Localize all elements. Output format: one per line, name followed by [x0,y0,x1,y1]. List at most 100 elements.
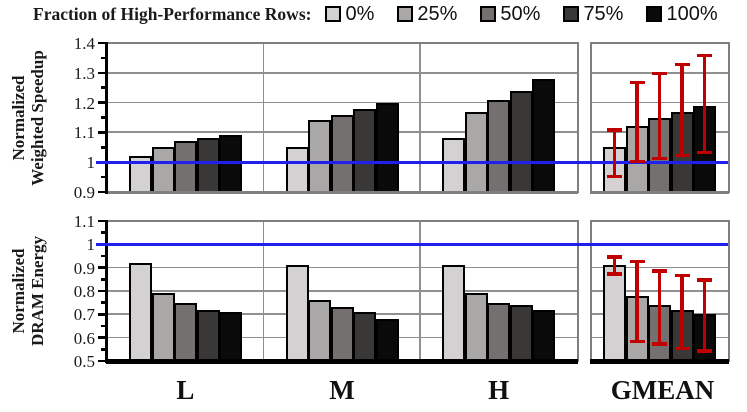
error-bar-cap-top [674,62,690,67]
bar-M-100% [375,319,399,362]
bar-H-75% [509,305,533,362]
panel-border-left [590,220,592,362]
y-minor-tick [101,86,106,89]
error-bar-cap-bottom [629,339,645,344]
error-bar-cap-top [607,255,622,259]
legend-item-label: 0% [345,3,375,25]
bar-M-50% [330,307,354,362]
y-axis-title: Normalized Weighted Speedup [9,49,47,186]
bar-H-100% [532,309,556,362]
legend: Fraction of High-Performance Rows: 0% 25%… [33,2,741,26]
bar-L-75% [196,138,220,193]
bar-L-100% [219,135,243,193]
legend-item-0%: 0% [325,4,374,24]
y-tick-label: 1 [86,235,96,255]
y-minor-tick [101,324,106,328]
error-bar-cap-top [697,278,712,282]
y-major-tick [98,71,106,75]
panel-border-top [591,42,730,44]
x-category-label-GMEAN: GMEAN [610,375,715,405]
error-bar-cap-top [652,269,667,273]
bar-L-50% [174,141,198,193]
y-axis-title: Normalized DRAM Energy [9,236,47,347]
y-minor-tick [101,231,106,234]
bar-H-50% [487,302,511,362]
x-category-label-M: M [329,375,355,405]
bar-H-75% [509,90,533,193]
legend-swatch-icon [563,6,580,22]
legend-item-50%: 50% [480,4,540,24]
reference-line-y1 [96,160,728,164]
panel-border-right [728,42,730,193]
bar-M-0% [285,265,309,362]
y-major-tick [98,190,106,194]
panel-border-top [591,220,730,222]
legend-swatch-icon [397,6,414,22]
x-category-label-H: H [488,375,510,405]
gridline [107,101,577,104]
error-bar-100% [702,54,707,154]
gridline [107,71,577,74]
y-tick-label: 1.3 [73,63,95,83]
error-bar-0% [612,256,617,275]
bar-GMEAN-0% [603,265,627,362]
error-bar-cap-top [629,259,645,264]
legend-item-label: 75% [583,3,624,25]
bar-H-25% [464,293,488,362]
bar-M-25% [308,300,332,362]
legend-item-75%: 75% [563,4,623,24]
category-separator [262,221,265,361]
bar-M-75% [353,312,377,362]
bar-L-75% [196,309,220,362]
error-bar-cap-bottom [697,349,712,353]
error-bar-cap-top [652,71,667,76]
gridline [591,266,728,269]
bar-H-0% [442,265,466,362]
y-tick-label: 1.4 [73,34,95,53]
error-bar-50% [657,72,662,160]
bar-L-50% [174,302,198,362]
error-bar-0% [612,129,617,178]
y-tick-label: 1 [86,153,96,173]
error-bar-25% [635,81,639,163]
y-tick-label: 0.6 [73,328,95,348]
error-bar-cap-bottom [629,159,645,164]
category-separator [419,221,422,361]
y-major-tick [98,101,106,104]
y-tick-label: 0.7 [73,305,95,325]
panel-border-right [577,220,579,362]
y-minor-tick [101,301,106,304]
panel-border-right [728,220,730,362]
y-tick-label: 1.1 [73,212,95,231]
panel-border-top [107,220,579,222]
error-bar-cap-bottom [607,174,622,179]
bar-M-100% [375,102,399,193]
error-bar-cap-bottom [674,346,690,351]
y-major-tick [98,359,106,363]
bar-L-25% [151,147,175,193]
bar-M-0% [285,147,309,193]
category-separator [419,43,422,192]
bar-L-100% [219,312,243,362]
legend-item-label: 25% [417,3,458,25]
x-axis-line [590,359,729,364]
y-major-tick [98,266,106,269]
error-bar-100% [702,279,707,352]
y-minor-tick [101,278,106,281]
y-tick-label: 0.9 [73,183,95,202]
x-axis-line [590,191,729,194]
reference-line-y1 [96,242,728,246]
error-bar-cap-top [697,53,712,58]
legend-swatch-icon [480,6,497,22]
y-minor-tick [101,348,106,351]
y-major-tick [98,219,106,223]
y-major-tick [98,41,106,45]
bar-H-0% [442,138,466,193]
error-bar-cap-top [629,80,645,85]
x-axis-line [106,359,578,364]
y-major-tick [98,289,106,293]
legend-item-label: 50% [500,3,541,25]
y-tick-label: 0.5 [73,352,95,371]
legend-item-100%: 100% [646,4,718,24]
y-axis-line [105,42,108,194]
